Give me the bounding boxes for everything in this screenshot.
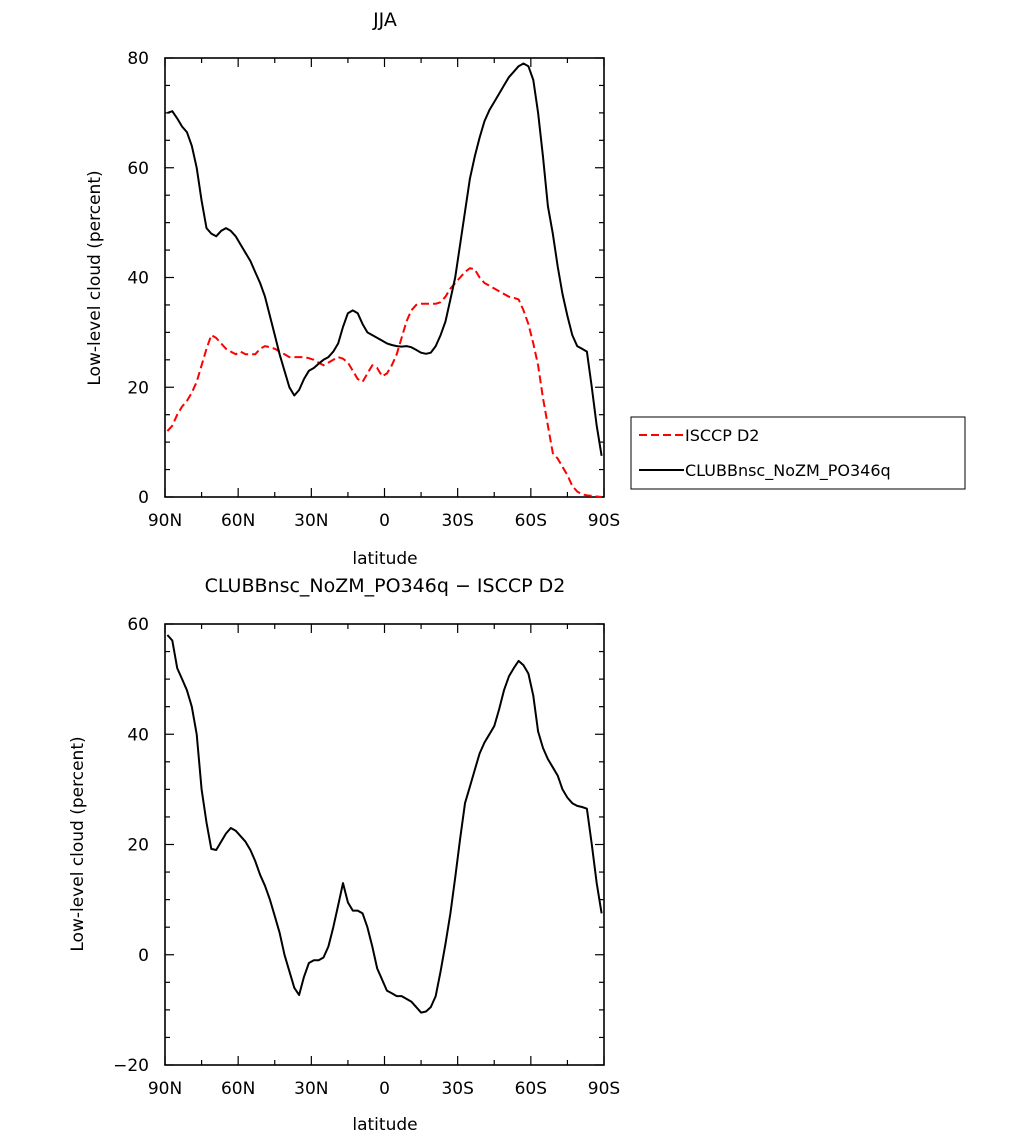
bottom-plot-area: 90N 60N 30N 0 30S 60S 90S −20 0 20 40 60 [113, 615, 620, 1099]
top-x-tick-label: 90S [588, 511, 620, 531]
top-plot-area: 90N 60N 30N 0 30S 60S 90S 0 20 40 60 80 [127, 49, 620, 531]
top-series-line-1 [167, 62, 603, 456]
bottom-x-tick-label: 60S [515, 1079, 547, 1099]
bottom-y-tick-label: 20 [127, 836, 149, 856]
top-chart-title: JJA [372, 9, 397, 31]
bottom-x-tick-label: 90N [148, 1079, 182, 1099]
legend: ISCCP D2 CLUBBnsc_NoZM_PO346q [630, 416, 966, 490]
bottom-x-tick-label: 30N [294, 1079, 328, 1099]
bottom-y-tick-label: 0 [138, 946, 149, 966]
bottom-series-line-0 [166, 634, 603, 1014]
top-y-tick-label: 20 [127, 378, 149, 398]
top-x-tick-label: 30N [294, 511, 328, 531]
top-x-tick-label: 30S [441, 511, 473, 531]
bottom-x-axis-label: latitude [352, 1115, 417, 1135]
top-x-axis-label: latitude [352, 549, 417, 569]
top-series-line-0 [166, 267, 602, 498]
legend-label-isccp: ISCCP D2 [685, 426, 759, 445]
bottom-chart-title: CLUBBnsc_NoZM_PO346q − ISCCP D2 [205, 575, 566, 597]
top-y-axis-label: Low-level cloud (percent) [85, 170, 105, 385]
bottom-y-axis-label: Low-level cloud (percent) [68, 736, 88, 951]
top-panel: JJA Low-level cloud (percent) latitude 9… [85, 9, 966, 569]
top-x-tick-label: 60N [221, 511, 255, 531]
legend-label-clubb: CLUBBnsc_NoZM_PO346q [685, 461, 891, 481]
bottom-y-tick-label: 60 [127, 615, 149, 635]
top-y-tick-label: 0 [138, 488, 149, 508]
bottom-x-tick-label: 60N [221, 1079, 255, 1099]
bottom-y-tick-label: 40 [127, 725, 149, 745]
bottom-x-tick-label: 0 [379, 1079, 390, 1099]
top-x-tick-label: 90N [148, 511, 182, 531]
top-y-tick-label: 40 [127, 269, 149, 289]
bottom-x-tick-label: 30S [441, 1079, 473, 1099]
top-y-tick-label: 60 [127, 159, 149, 179]
bottom-plot-frame [164, 623, 605, 1066]
legend-box [630, 416, 966, 490]
bottom-y-tick-label: −20 [113, 1056, 149, 1076]
top-x-tick-label: 0 [379, 511, 390, 531]
top-y-tick-label: 80 [127, 49, 149, 69]
top-x-tick-label: 60S [515, 511, 547, 531]
bottom-x-tick-label: 90S [588, 1079, 620, 1099]
bottom-panel: CLUBBnsc_NoZM_PO346q − ISCCP D2 Low-leve… [68, 575, 620, 1135]
top-plot-frame [164, 57, 605, 498]
